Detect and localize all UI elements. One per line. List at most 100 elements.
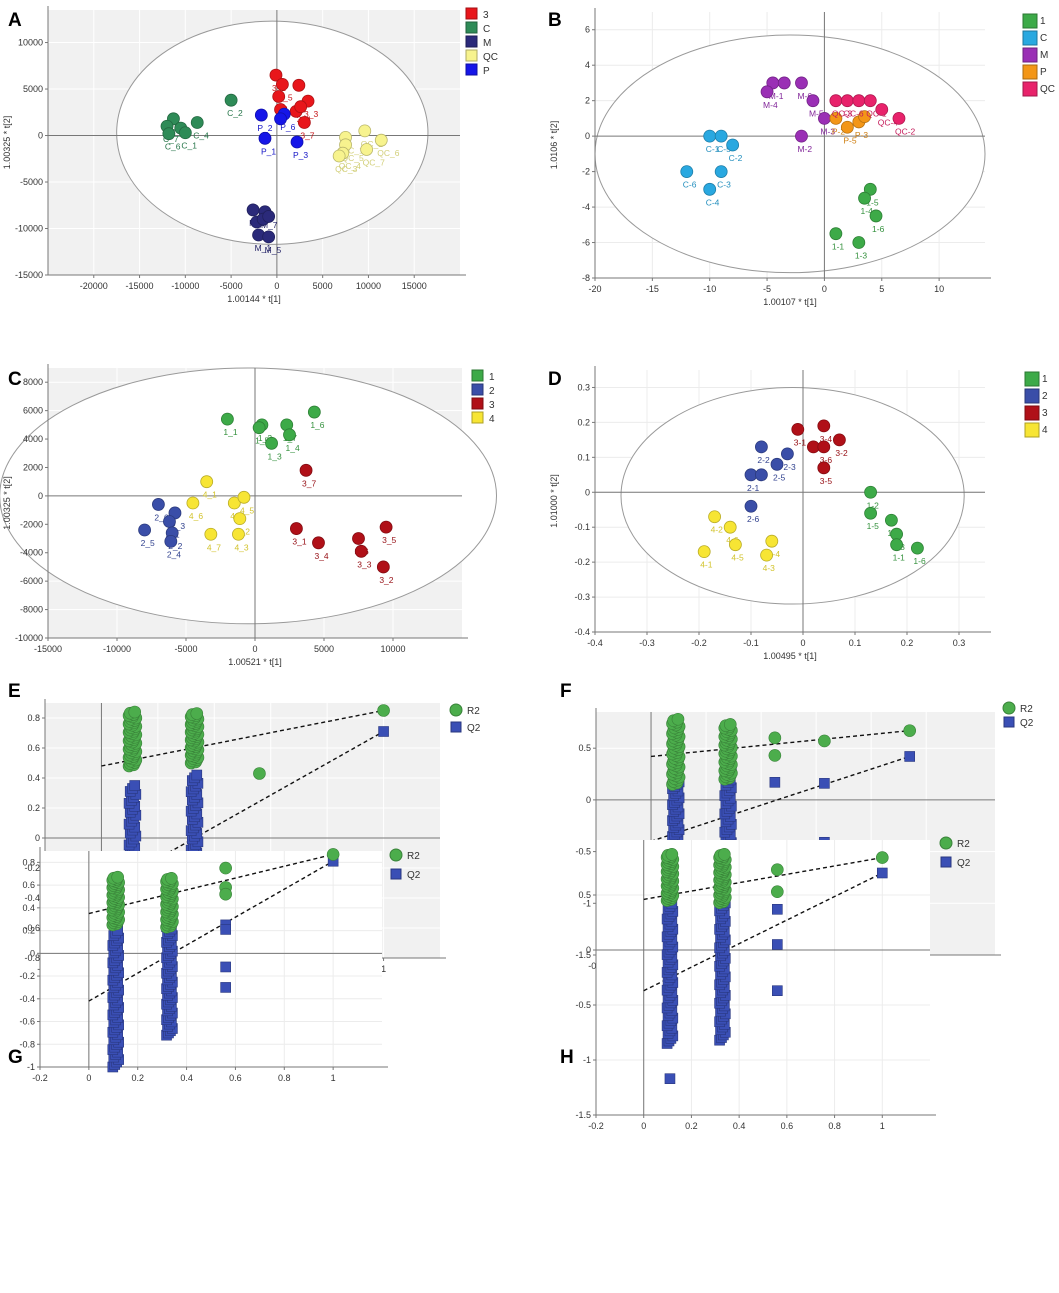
data-point bbox=[354, 544, 368, 558]
data-point bbox=[875, 103, 889, 116]
y-tick-label: -0.2 bbox=[574, 557, 590, 567]
q2-point bbox=[220, 982, 231, 993]
data-point bbox=[911, 541, 924, 555]
legend-swatch bbox=[1022, 13, 1038, 29]
data-point bbox=[162, 127, 176, 141]
point-label: C-6 bbox=[683, 180, 697, 190]
point-label: 1-1 bbox=[893, 553, 906, 563]
q2-point bbox=[772, 903, 783, 915]
legend-label: Q2 bbox=[1020, 718, 1034, 729]
x-tick-label: 0.3 bbox=[953, 638, 966, 648]
y-tick-label: 0.2 bbox=[27, 803, 40, 813]
panel-label: B bbox=[548, 10, 562, 31]
legend-label: P bbox=[1040, 67, 1047, 78]
r2-point bbox=[326, 848, 340, 861]
x-tick-label: 5000 bbox=[314, 644, 334, 654]
x-tick-label: -10000 bbox=[171, 281, 199, 291]
legend: 1 CMP QC bbox=[1022, 13, 1055, 97]
data-point bbox=[885, 513, 898, 527]
point-label: P-3 bbox=[855, 130, 869, 140]
data-point bbox=[360, 143, 374, 156]
x-tick-label: -0.2 bbox=[691, 638, 707, 648]
legend-swatch bbox=[465, 35, 478, 48]
data-point bbox=[376, 560, 390, 574]
r2-point bbox=[219, 861, 232, 875]
data-point bbox=[299, 463, 313, 477]
data-point bbox=[869, 209, 883, 223]
point-label: 3_7 bbox=[300, 131, 314, 141]
q2-regression-line bbox=[650, 755, 910, 842]
panel-g: -0.2 0 0.2 0.4 0.6 0.8 1 -1 -0.8 -0.6 -0.4 -0.2 0 0.2… bbox=[8, 847, 421, 1083]
point-label: M-6 bbox=[797, 91, 812, 101]
point-label: 1-3 bbox=[855, 251, 868, 261]
legend-label: R2 bbox=[1020, 704, 1033, 715]
data-point bbox=[863, 182, 877, 196]
data-point bbox=[232, 527, 245, 541]
point-label: 3_5 bbox=[382, 535, 396, 545]
y-tick-label: -0.4 bbox=[19, 994, 35, 1004]
y-tick-label: 0.8 bbox=[22, 857, 35, 867]
y-tick-label: -0.8 bbox=[24, 953, 40, 963]
legend-label: 4 bbox=[489, 414, 495, 425]
legend-label: R2 bbox=[407, 851, 420, 862]
legend-label: Q2 bbox=[407, 870, 421, 881]
q2-point bbox=[772, 985, 783, 997]
data-point bbox=[220, 412, 234, 426]
legend-label: 3 bbox=[1042, 408, 1048, 419]
data-point bbox=[755, 440, 768, 454]
x-tick-label: 1 bbox=[381, 964, 386, 974]
point-label: 4_6 bbox=[189, 511, 203, 521]
legend-swatch bbox=[1024, 422, 1040, 438]
data-point bbox=[697, 545, 711, 559]
r2-point bbox=[190, 707, 204, 720]
q2-regression-line bbox=[643, 872, 883, 992]
data-point bbox=[858, 191, 871, 205]
r2-point bbox=[768, 731, 782, 745]
y-tick-label: -0.6 bbox=[19, 1017, 35, 1027]
point-label: C-4 bbox=[706, 197, 720, 207]
x-axis-label: 1.00107 * t[1] bbox=[763, 297, 817, 307]
point-label: 4-1 bbox=[700, 560, 713, 570]
x-tick-label: -0.2 bbox=[32, 1073, 48, 1083]
point-label: 4-4 bbox=[768, 549, 781, 559]
y-tick-label: -2000 bbox=[20, 519, 43, 529]
x-tick-label: 5000 bbox=[313, 281, 333, 291]
y-tick-label: -4000 bbox=[20, 548, 43, 558]
point-label: 4_1 bbox=[203, 490, 217, 500]
y-tick-label: 0.8 bbox=[27, 713, 40, 723]
point-label: 3-5 bbox=[820, 476, 833, 486]
y-tick-label: 0 bbox=[38, 491, 43, 501]
panel-label: D bbox=[548, 369, 562, 390]
y-tick-label: -0.8 bbox=[19, 1039, 35, 1049]
point-label: M_1 bbox=[255, 243, 272, 253]
point-label: M-4 bbox=[763, 100, 778, 110]
x-tick-label: 0.2 bbox=[901, 638, 914, 648]
point-label: C_2 bbox=[227, 108, 243, 118]
y-tick-label: -6 bbox=[582, 238, 590, 248]
point-label: 2_6 bbox=[154, 512, 168, 522]
y-tick-label: -0.2 bbox=[19, 971, 35, 981]
data-point bbox=[817, 440, 831, 454]
y-tick-label: -10000 bbox=[15, 224, 43, 234]
x-tick-label: -10 bbox=[703, 284, 716, 294]
legend-label: 1 bbox=[1042, 374, 1048, 385]
point-label: 3_2 bbox=[379, 575, 393, 585]
r2-point bbox=[771, 885, 784, 899]
legend-label: 2 bbox=[1042, 391, 1048, 402]
point-label: 3-4 bbox=[820, 434, 833, 444]
legend-swatch bbox=[465, 63, 478, 76]
x-tick-label: -15 bbox=[646, 284, 659, 294]
x-tick-label: 0.4 bbox=[180, 1073, 193, 1083]
x-axis-label: 1.00144 * t[1] bbox=[227, 294, 281, 304]
point-label: 3-1 bbox=[794, 437, 807, 447]
r2-point bbox=[671, 712, 685, 726]
point-label: 4_5 bbox=[240, 505, 254, 515]
x-tick-label: -0.4 bbox=[587, 638, 603, 648]
data-point bbox=[294, 100, 308, 114]
panel-label: F bbox=[560, 681, 572, 702]
data-point bbox=[164, 534, 178, 548]
y-tick-label: -0.3 bbox=[574, 592, 590, 602]
x-tick-label: -20000 bbox=[80, 281, 108, 291]
point-label: 3_1 bbox=[292, 537, 306, 547]
y-tick-label: -10000 bbox=[15, 633, 43, 643]
